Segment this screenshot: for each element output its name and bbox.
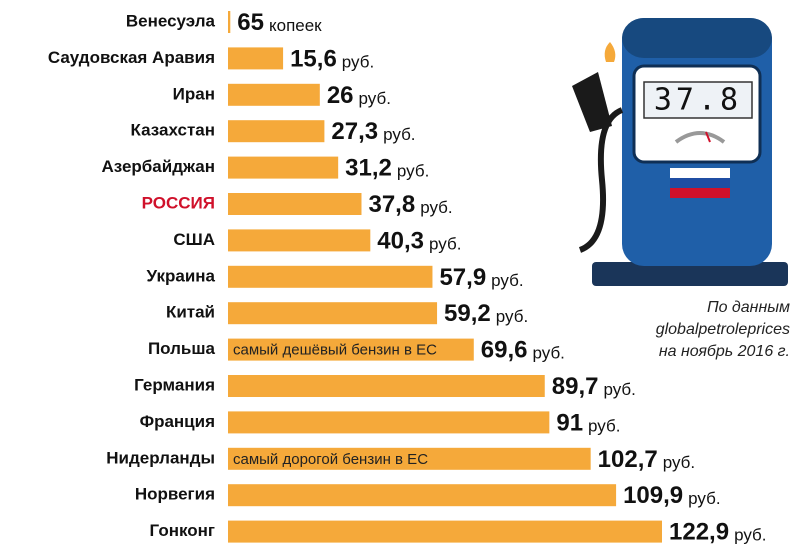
bar bbox=[228, 521, 662, 543]
bar-annotation: самый дорогой бензин в ЕС bbox=[233, 451, 428, 468]
value-number: 122,9 bbox=[669, 519, 729, 546]
value-label: 59,2 руб. bbox=[444, 301, 528, 328]
source-note: По данным bbox=[707, 299, 790, 316]
category-label: Германия bbox=[134, 375, 215, 394]
value-label: 102,7 руб. bbox=[598, 446, 695, 473]
category-label: Гонконг bbox=[150, 521, 215, 540]
value-unit: руб. bbox=[663, 453, 695, 472]
value-label: 91 руб. bbox=[556, 410, 620, 437]
bar bbox=[228, 484, 616, 506]
value-label: 27,3 руб. bbox=[331, 119, 415, 146]
category-label: Китай bbox=[166, 303, 215, 322]
bar bbox=[228, 193, 361, 215]
category-label: США bbox=[173, 230, 215, 249]
bar bbox=[228, 120, 324, 142]
bar bbox=[228, 375, 545, 397]
value-number: 59,2 bbox=[444, 301, 491, 328]
bar bbox=[228, 11, 230, 33]
category-label: Азербайджан bbox=[101, 157, 215, 176]
value-number: 37,8 bbox=[368, 191, 415, 218]
value-unit: руб. bbox=[588, 417, 620, 436]
value-unit: руб. bbox=[397, 162, 429, 181]
value-unit: руб. bbox=[429, 235, 461, 254]
bar bbox=[228, 84, 320, 106]
value-unit: руб. bbox=[603, 380, 635, 399]
value-number: 27,3 bbox=[331, 119, 378, 146]
value-number: 109,9 bbox=[623, 483, 683, 510]
value-unit: копеек bbox=[269, 16, 322, 35]
category-label: Франция bbox=[140, 412, 215, 431]
value-unit: руб. bbox=[359, 89, 391, 108]
value-number: 57,9 bbox=[439, 264, 486, 291]
source-note: на ноябрь 2016 г. bbox=[659, 343, 790, 360]
value-label: 65 копеек bbox=[237, 9, 322, 36]
value-label: 40,3 руб. bbox=[377, 228, 461, 255]
category-label: РОССИЯ bbox=[142, 193, 215, 212]
category-label: Норвегия bbox=[135, 485, 215, 504]
value-unit: руб. bbox=[420, 198, 452, 217]
value-number: 31,2 bbox=[345, 155, 392, 182]
value-label: 15,6 руб. bbox=[290, 46, 374, 73]
bar bbox=[228, 302, 437, 324]
category-label: Нидерланды bbox=[106, 448, 215, 467]
category-label: Польша bbox=[148, 339, 216, 358]
value-label: 26 руб. bbox=[327, 82, 391, 109]
value-unit: руб. bbox=[496, 308, 528, 327]
bar bbox=[228, 229, 370, 251]
category-label: Иран bbox=[173, 84, 215, 103]
value-number: 65 bbox=[237, 9, 264, 36]
category-label: Саудовская Аравия bbox=[48, 48, 215, 67]
value-unit: руб. bbox=[688, 490, 720, 509]
value-unit: руб. bbox=[532, 344, 564, 363]
bar bbox=[228, 157, 338, 179]
source-note: globalpetroleprices bbox=[656, 321, 790, 338]
category-label: Венесуэла bbox=[126, 11, 216, 30]
value-number: 89,7 bbox=[552, 373, 599, 400]
value-unit: руб. bbox=[342, 53, 374, 72]
value-number: 40,3 bbox=[377, 228, 424, 255]
value-number: 15,6 bbox=[290, 46, 337, 73]
value-number: 26 bbox=[327, 82, 354, 109]
value-number: 69,6 bbox=[481, 337, 528, 364]
bar bbox=[228, 411, 549, 433]
value-label: 122,9 руб. bbox=[669, 519, 766, 546]
bar bbox=[228, 266, 432, 288]
value-number: 102,7 bbox=[598, 446, 658, 473]
value-number: 91 bbox=[556, 410, 583, 437]
value-label: 37,8 руб. bbox=[368, 191, 452, 218]
value-unit: руб. bbox=[491, 271, 523, 290]
fuel-pump-illustration: 37.8 bbox=[572, 18, 788, 286]
value-label: 31,2 руб. bbox=[345, 155, 429, 182]
bar bbox=[228, 47, 283, 69]
pump-display: 37.8 bbox=[654, 83, 742, 118]
category-label: Казахстан bbox=[131, 121, 215, 140]
value-unit: руб. bbox=[383, 126, 415, 145]
category-label: Украина bbox=[147, 266, 216, 285]
value-label: 57,9 руб. bbox=[439, 264, 523, 291]
bar-annotation: самый дешёвый бензин в ЕС bbox=[233, 342, 437, 359]
value-label: 109,9 руб. bbox=[623, 483, 720, 510]
chart: 37.8 По данным globalpetroleprices на но… bbox=[0, 0, 798, 547]
value-unit: руб. bbox=[734, 526, 766, 545]
